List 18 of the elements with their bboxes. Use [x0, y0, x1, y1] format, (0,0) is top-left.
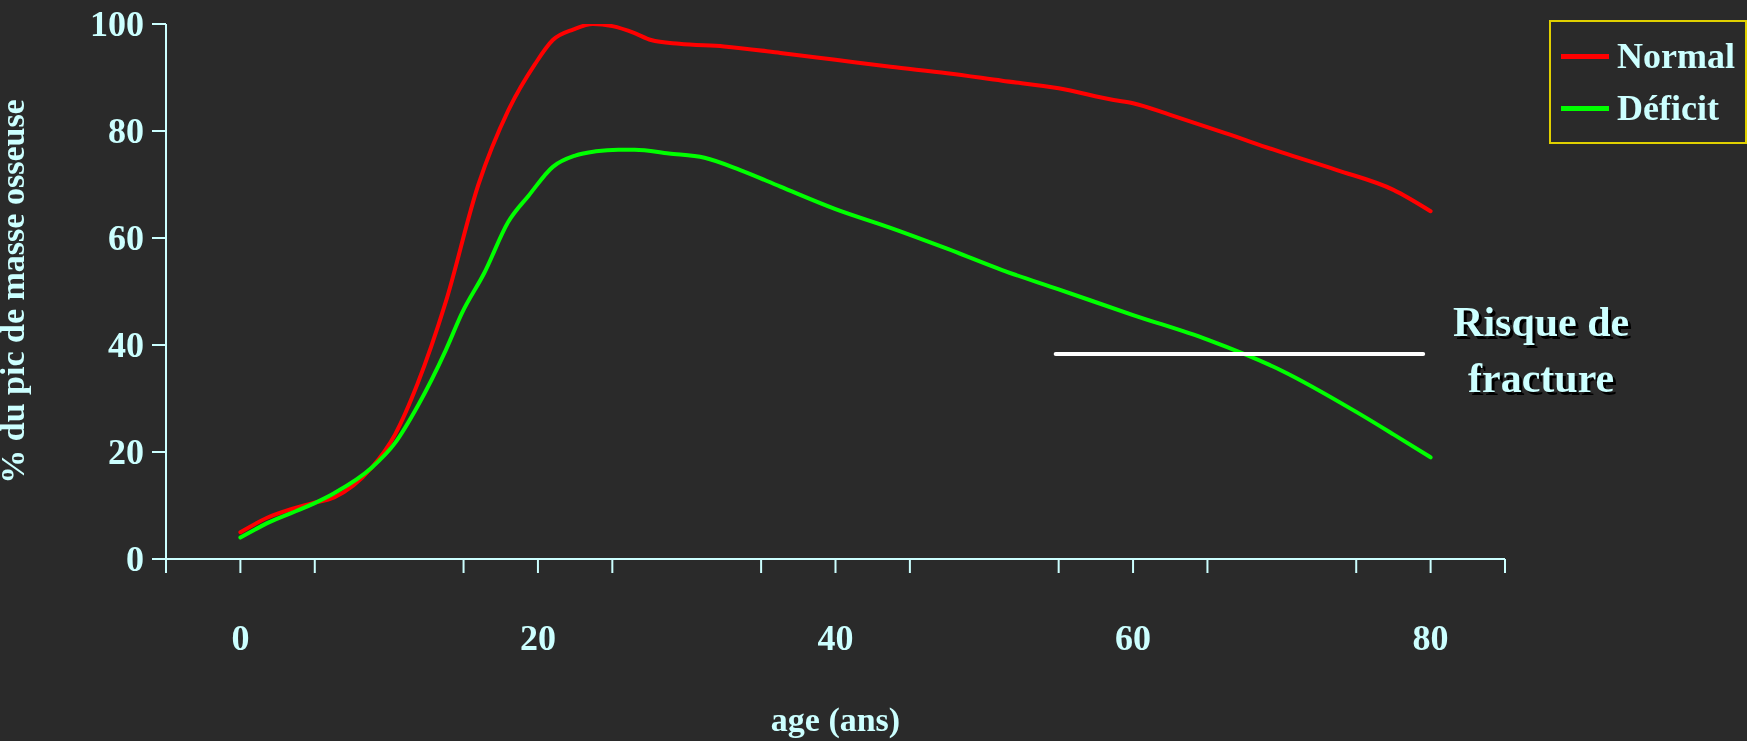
x-tick-label: 0: [231, 618, 250, 658]
y-tick-label: 60: [108, 218, 144, 258]
x-axis-title: age (ans): [770, 701, 901, 739]
y-axis-title: % du pic de masse osseuse: [0, 99, 32, 484]
y-tick-label: 40: [108, 325, 144, 365]
y-tick-label: 20: [108, 432, 144, 472]
legend-label: Normal: [1616, 35, 1735, 78]
x-tick-label: 60: [1115, 618, 1152, 658]
annotation: Risque de fracture: [1453, 299, 1630, 402]
y-tick-label: 80: [108, 111, 144, 151]
legend-label: Déficit: [1616, 87, 1720, 130]
x-tick-label: 40: [817, 618, 854, 658]
x-tick-label: 80: [1412, 618, 1449, 658]
line-series: [238, 24, 1433, 535]
x-tick-label: 20: [519, 618, 556, 658]
y-tick-label: 0: [126, 539, 144, 579]
y-tick-label: 100: [90, 4, 144, 44]
line-series: [238, 147, 1433, 540]
